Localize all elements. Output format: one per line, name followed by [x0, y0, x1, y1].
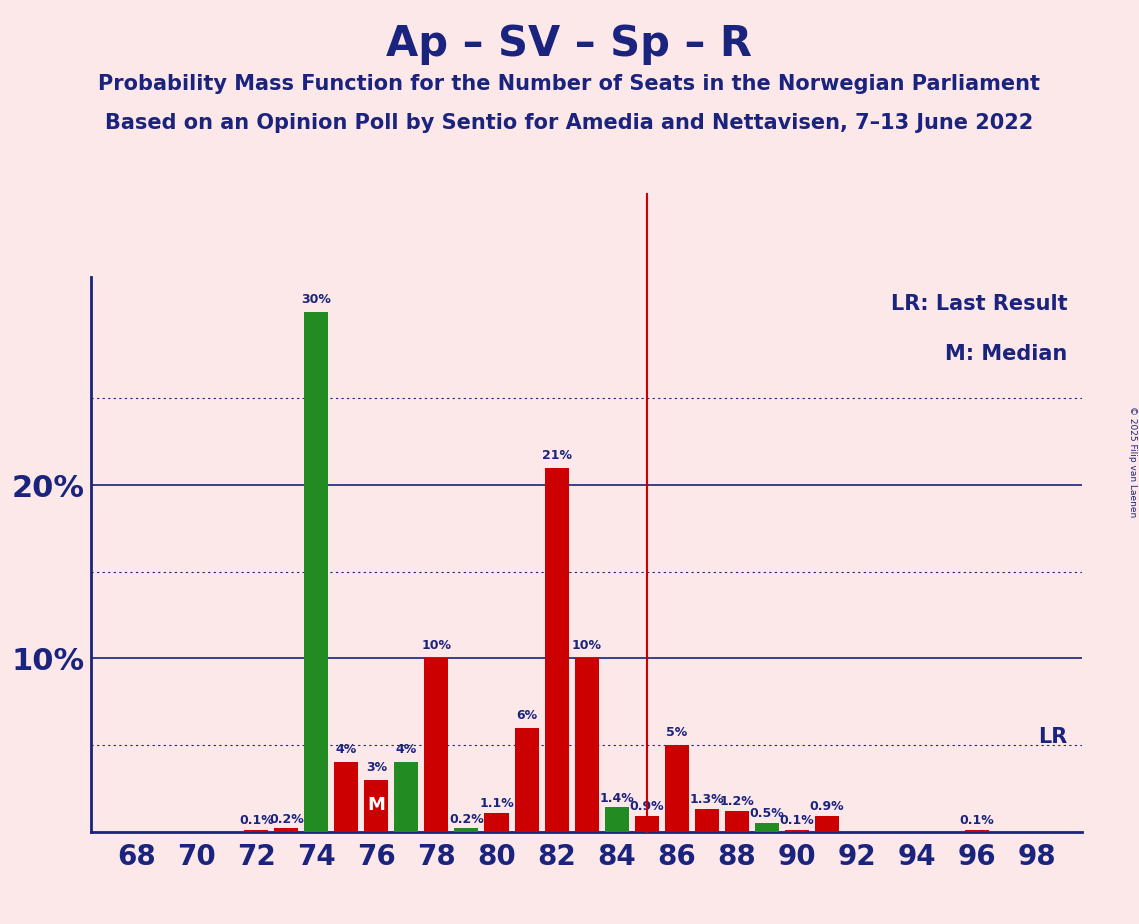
Bar	[965, 830, 989, 832]
Text: 1.2%: 1.2%	[720, 796, 754, 808]
Bar	[335, 762, 359, 832]
Text: Based on an Opinion Poll by Sentio for Amedia and Nettavisen, 7–13 June 2022: Based on an Opinion Poll by Sentio for A…	[106, 113, 1033, 133]
Bar	[785, 830, 809, 832]
Text: 0.2%: 0.2%	[449, 812, 484, 825]
Text: 0.1%: 0.1%	[959, 814, 994, 827]
Text: © 2025 Filip van Laenen: © 2025 Filip van Laenen	[1128, 407, 1137, 517]
Text: 1.1%: 1.1%	[480, 796, 514, 810]
Text: 4%: 4%	[395, 743, 417, 756]
Bar	[544, 468, 568, 832]
Text: 0.9%: 0.9%	[810, 800, 844, 813]
Bar	[724, 811, 748, 832]
Bar	[425, 658, 449, 832]
Text: 10%: 10%	[421, 639, 451, 652]
Text: 21%: 21%	[541, 449, 572, 462]
Text: Probability Mass Function for the Number of Seats in the Norwegian Parliament: Probability Mass Function for the Number…	[98, 74, 1041, 94]
Text: 3%: 3%	[366, 760, 387, 773]
Bar	[695, 809, 719, 832]
Bar	[244, 830, 269, 832]
Bar	[274, 828, 298, 832]
Text: Ap – SV – Sp – R: Ap – SV – Sp – R	[386, 23, 753, 65]
Bar	[605, 808, 629, 832]
Text: M: Median: M: Median	[945, 344, 1067, 364]
Text: 30%: 30%	[302, 293, 331, 306]
Text: 0.9%: 0.9%	[630, 800, 664, 813]
Text: 0.1%: 0.1%	[239, 814, 273, 827]
Text: 0.1%: 0.1%	[779, 814, 814, 827]
Bar	[755, 823, 779, 832]
Text: 1.3%: 1.3%	[689, 794, 724, 807]
Bar	[454, 828, 478, 832]
Bar	[574, 658, 599, 832]
Text: LR: LR	[1038, 727, 1067, 748]
Bar	[364, 780, 388, 832]
Text: 1.4%: 1.4%	[599, 792, 634, 805]
Text: 5%: 5%	[666, 726, 687, 739]
Bar	[484, 812, 508, 832]
Text: 6%: 6%	[516, 709, 538, 722]
Text: M: M	[368, 796, 385, 814]
Bar	[304, 312, 328, 832]
Bar	[634, 816, 658, 832]
Text: LR: Last Result: LR: Last Result	[891, 294, 1067, 314]
Text: 10%: 10%	[572, 639, 601, 652]
Text: 0.5%: 0.5%	[749, 808, 784, 821]
Bar	[515, 728, 539, 832]
Text: 0.2%: 0.2%	[269, 812, 304, 825]
Bar	[814, 816, 838, 832]
Text: 4%: 4%	[336, 743, 357, 756]
Bar	[394, 762, 418, 832]
Bar	[665, 745, 689, 832]
